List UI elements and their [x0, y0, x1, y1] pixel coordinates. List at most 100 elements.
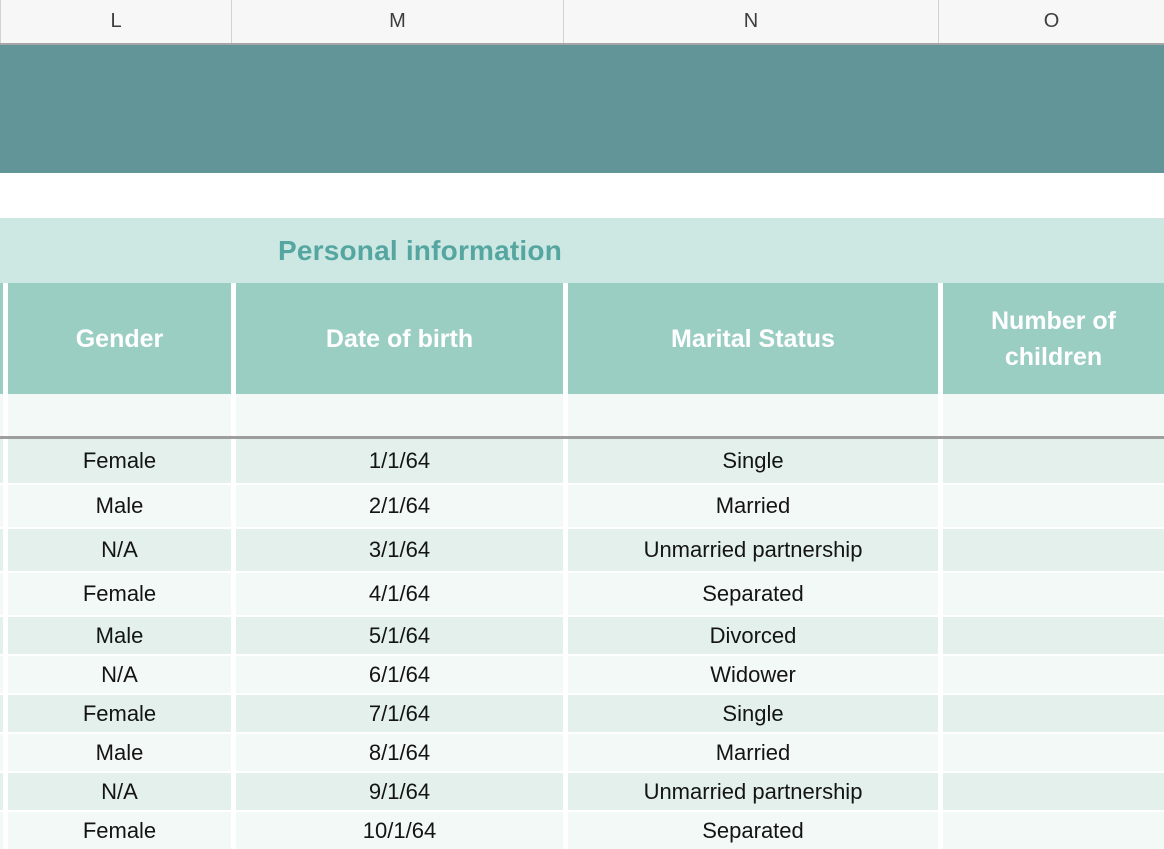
table-cell[interactable]	[943, 573, 1164, 615]
table-cell[interactable]: Divorced	[568, 617, 938, 654]
table-cell[interactable]: N/A	[8, 656, 231, 693]
table-row: Male 8/1/64 Married	[0, 732, 1164, 771]
gridline	[231, 734, 236, 771]
gridline	[563, 394, 568, 436]
table-cell[interactable]: Married	[568, 485, 938, 527]
table-cell[interactable]: Female	[8, 812, 231, 849]
column-header-o[interactable]: O	[938, 0, 1164, 43]
row-edge	[0, 529, 3, 571]
header-cell-date-of-birth[interactable]: Date of birth	[236, 283, 563, 394]
gridline	[231, 695, 236, 732]
header-cell-gender[interactable]: Gender	[8, 283, 231, 394]
gridline	[563, 573, 568, 615]
gridline	[231, 529, 236, 571]
table-cell[interactable]: Unmarried partnership	[568, 773, 938, 810]
gridline	[3, 773, 8, 810]
table-cell[interactable]	[943, 529, 1164, 571]
gridline	[231, 394, 236, 436]
column-header-m[interactable]: M	[231, 0, 563, 43]
table-cell[interactable]: Unmarried partnership	[568, 529, 938, 571]
header-cell-number-of-children[interactable]: Number of children	[943, 283, 1164, 394]
table-cell[interactable]: Female	[8, 695, 231, 732]
table-cell[interactable]: 5/1/64	[236, 617, 563, 654]
table-cell[interactable]	[943, 734, 1164, 771]
table-cell[interactable]: Female	[8, 573, 231, 615]
gridline	[3, 812, 8, 849]
gridline	[3, 394, 8, 436]
table-cell[interactable]: Single	[568, 695, 938, 732]
table-cell[interactable]: Married	[568, 734, 938, 771]
gridline	[938, 617, 943, 654]
table-cell[interactable]	[943, 656, 1164, 693]
table-row: N/A 9/1/64 Unmarried partnership	[0, 771, 1164, 810]
table-row: Female 10/1/64 Separated	[0, 810, 1164, 849]
gridline	[3, 573, 8, 615]
spacer-row	[0, 173, 1164, 218]
gridline	[938, 695, 943, 732]
row-edge	[0, 573, 3, 615]
gridline	[563, 283, 568, 394]
table-cell[interactable]	[943, 485, 1164, 527]
table-cell[interactable]: 9/1/64	[236, 773, 563, 810]
table-cell[interactable]: N/A	[8, 773, 231, 810]
spreadsheet-column-headers: L M N O	[0, 0, 1164, 45]
table-cell[interactable]	[943, 439, 1164, 483]
row-edge	[0, 656, 3, 693]
table-cell[interactable]: Separated	[568, 573, 938, 615]
empty-cell[interactable]	[236, 394, 563, 436]
table-cell[interactable]	[943, 695, 1164, 732]
gridline	[563, 734, 568, 771]
table-row: Male 5/1/64 Divorced	[0, 615, 1164, 654]
table-cell[interactable]: N/A	[8, 529, 231, 571]
gridline	[3, 656, 8, 693]
table-cell[interactable]: 10/1/64	[236, 812, 563, 849]
gridline	[3, 734, 8, 771]
table-cell[interactable]: Single	[568, 439, 938, 483]
table-row: Female 4/1/64 Separated	[0, 571, 1164, 615]
gridline	[563, 529, 568, 571]
gridline	[231, 656, 236, 693]
gridline	[938, 283, 943, 394]
column-header-l[interactable]: L	[0, 0, 231, 43]
header-cell-marital-status[interactable]: Marital Status	[568, 283, 938, 394]
table-cell[interactable]	[943, 773, 1164, 810]
table-row: N/A 3/1/64 Unmarried partnership	[0, 527, 1164, 571]
table-cell[interactable]: 8/1/64	[236, 734, 563, 771]
column-header-n[interactable]: N	[563, 0, 938, 43]
gridline	[938, 656, 943, 693]
table-row: Female 7/1/64 Single	[0, 693, 1164, 732]
table-cell[interactable]: Widower	[568, 656, 938, 693]
table-cell[interactable]	[943, 812, 1164, 849]
table-cell[interactable]	[943, 617, 1164, 654]
gridline	[231, 617, 236, 654]
gridline	[563, 812, 568, 849]
table-cell[interactable]: Female	[8, 439, 231, 483]
empty-cell[interactable]	[568, 394, 938, 436]
table-cell[interactable]: Separated	[568, 812, 938, 849]
table-cell[interactable]: 3/1/64	[236, 529, 563, 571]
teal-banner-cells[interactable]	[0, 45, 1164, 173]
gridline	[938, 812, 943, 849]
gridline	[231, 812, 236, 849]
gridline	[3, 529, 8, 571]
table-cell[interactable]: 7/1/64	[236, 695, 563, 732]
table-cell[interactable]: 4/1/64	[236, 573, 563, 615]
table-cell[interactable]: Male	[8, 734, 231, 771]
table-header-row: Gender Date of birth Marital Status Numb…	[0, 283, 1164, 394]
table-cell[interactable]: 6/1/64	[236, 656, 563, 693]
table-cell[interactable]: 1/1/64	[236, 439, 563, 483]
table-row: Male 2/1/64 Married	[0, 483, 1164, 527]
row-edge	[0, 695, 3, 732]
empty-cell[interactable]	[943, 394, 1164, 436]
table-cell[interactable]: Male	[8, 617, 231, 654]
table-cell[interactable]: Male	[8, 485, 231, 527]
table-title-cell[interactable]: Personal information	[0, 218, 1164, 283]
gridline	[938, 485, 943, 527]
gridline	[563, 485, 568, 527]
gridline	[938, 439, 943, 483]
empty-row	[0, 394, 1164, 436]
gridline	[563, 617, 568, 654]
empty-cell[interactable]	[8, 394, 231, 436]
table-cell[interactable]: 2/1/64	[236, 485, 563, 527]
row-edge	[0, 734, 3, 771]
